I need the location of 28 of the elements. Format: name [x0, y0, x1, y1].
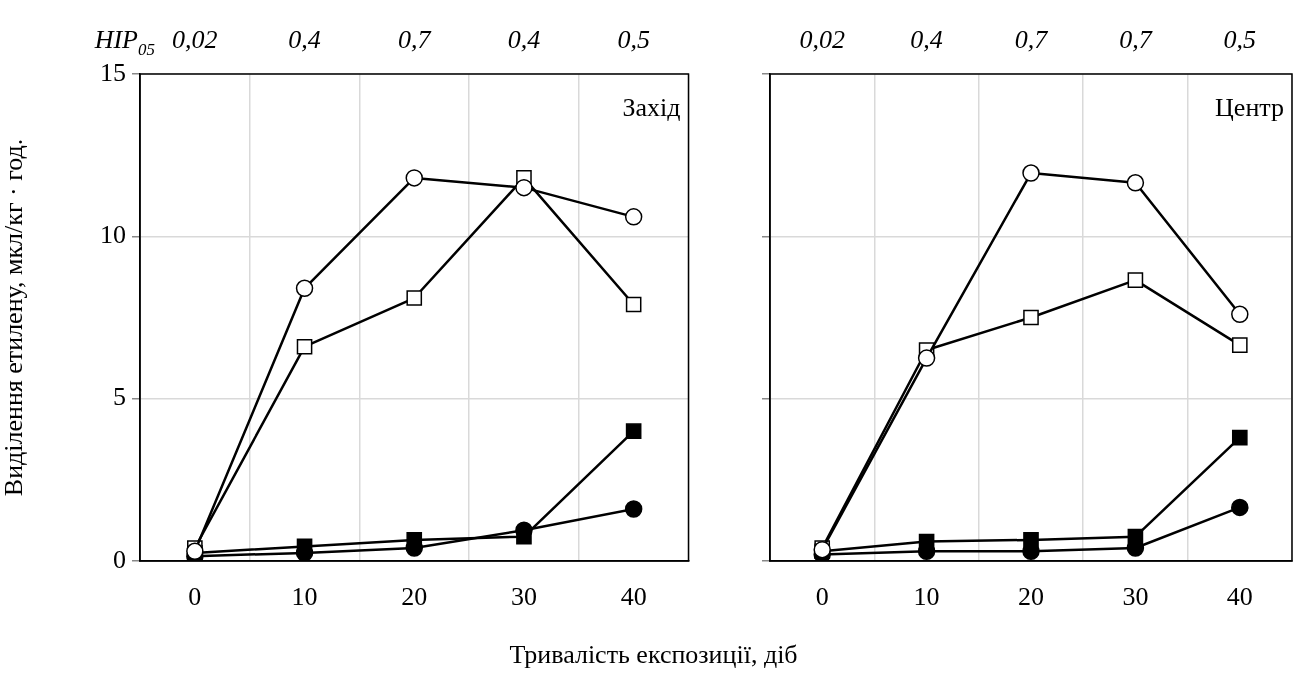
x-tick-label: 40 — [1226, 582, 1253, 612]
y-axis-title: Виділення етилену, мкл/кг · год. — [0, 138, 29, 497]
text: 0,02 — [172, 25, 218, 54]
x-tick-label: 30 — [1122, 582, 1149, 612]
x-tick-label: 40 — [620, 582, 647, 612]
text: 0,02 — [799, 25, 845, 54]
y-tick-label: 15 — [100, 57, 126, 87]
text: 0,7 — [1014, 25, 1049, 54]
text: 0,4 — [288, 25, 321, 54]
text: 0,7 — [1119, 25, 1153, 54]
x-tick-label: 10 — [291, 582, 318, 612]
text: 0,4 — [910, 25, 943, 54]
text: Захід — [622, 93, 681, 122]
x-tick-label: 0 — [188, 582, 202, 612]
x-tick-label: 30 — [510, 582, 537, 612]
text: 0,4 — [507, 25, 541, 54]
x-tick-label: 20 — [1018, 582, 1044, 612]
text: Центр — [1215, 93, 1284, 122]
x-axis-title: Тривалість експозиції, діб — [508, 640, 799, 670]
x-tick-label: 0 — [815, 582, 829, 612]
y-tick-label: 5 — [113, 382, 126, 412]
x-tick-label: 10 — [913, 582, 940, 612]
text: 0,7 — [398, 25, 432, 54]
text: 0,5 — [617, 25, 650, 54]
x-tick-label: 20 — [401, 582, 428, 612]
text: 0,5 — [1223, 25, 1257, 54]
y-tick-label: 10 — [100, 220, 126, 250]
y-tick-label: 0 — [113, 544, 126, 574]
